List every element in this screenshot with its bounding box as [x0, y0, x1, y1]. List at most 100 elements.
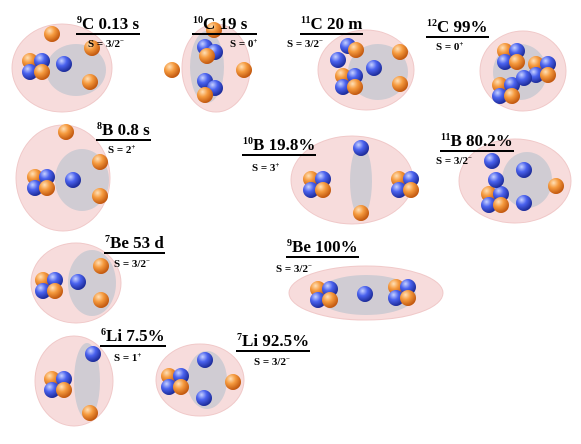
proton-sphere	[27, 169, 43, 185]
spin-label: S = 3/2−	[287, 37, 323, 51]
cluster-core	[350, 145, 372, 217]
spin-label: S = 0+	[436, 40, 464, 54]
proton-sphere	[497, 43, 513, 59]
proton-sphere	[93, 258, 109, 274]
proton-sphere	[82, 74, 98, 90]
neutron-sphere	[39, 169, 55, 185]
proton-sphere	[173, 379, 189, 395]
spin-label: S = 3+	[252, 161, 280, 175]
spin-label: S = 3/2−	[276, 262, 312, 276]
proton-sphere	[47, 283, 63, 299]
neutron-sphere	[481, 197, 497, 213]
label-Li7: 7Li 92.5% S = 3/2−	[236, 331, 311, 369]
proton-sphere	[388, 279, 404, 295]
neutron-sphere	[161, 379, 177, 395]
neutron-sphere	[27, 180, 43, 196]
proton-sphere	[348, 42, 364, 58]
proton-sphere	[392, 76, 408, 92]
proton-sphere	[392, 44, 408, 60]
proton-sphere	[335, 68, 351, 84]
proton-sphere	[161, 368, 177, 384]
proton-sphere	[92, 188, 108, 204]
proton-sphere	[310, 281, 326, 297]
neutron-sphere	[35, 283, 51, 299]
neutron-sphere	[330, 52, 346, 68]
proton-sphere	[197, 87, 213, 103]
proton-sphere	[58, 124, 74, 140]
proton-sphere	[82, 405, 98, 421]
neutron-sphere	[528, 67, 544, 83]
label-B11: 11B 80.2% S = 3/2−	[436, 131, 514, 167]
neutron-sphere	[322, 281, 338, 297]
label-B10: 10B 19.8% S = 3+	[242, 135, 317, 175]
isotope-name: 7Li 92.5%	[236, 331, 311, 352]
neutron-sphere	[493, 186, 509, 202]
proton-sphere	[35, 272, 51, 288]
neutron-sphere	[516, 162, 532, 178]
neutron-sphere	[22, 64, 38, 80]
isotope-name: 12C 99%	[426, 17, 489, 38]
proton-sphere	[509, 54, 525, 70]
neutron-sphere	[403, 171, 419, 187]
proton-sphere	[481, 186, 497, 202]
proton-sphere	[403, 182, 419, 198]
neutron-sphere	[47, 272, 63, 288]
proton-sphere	[492, 77, 508, 93]
isotope-name: 6Li 7.5%	[100, 326, 166, 347]
proton-sphere	[391, 171, 407, 187]
neutron-sphere	[56, 56, 72, 72]
neutron-sphere	[516, 70, 532, 86]
neutron-sphere	[497, 54, 513, 70]
isotope-name: 11B 80.2%	[440, 131, 514, 152]
neutron-sphere	[196, 390, 212, 406]
isotope-name: 7Be 53 d	[104, 233, 165, 254]
proton-sphere	[528, 56, 544, 72]
neutron-sphere	[540, 56, 556, 72]
neutron-sphere	[197, 352, 213, 368]
proton-sphere	[44, 26, 60, 42]
isotope-name: 11C 20 m	[300, 14, 364, 35]
neutron-sphere	[353, 140, 369, 156]
spin-label: S = 3/2−	[88, 37, 124, 51]
spin-label: S = 3/2−	[114, 257, 150, 271]
neutron-sphere	[391, 182, 407, 198]
isotope-name: 9Be 100%	[286, 237, 359, 258]
neutron-sphere	[85, 346, 101, 362]
proton-sphere	[164, 62, 180, 78]
neutron-sphere	[303, 182, 319, 198]
proton-sphere	[39, 180, 55, 196]
proton-sphere	[303, 171, 319, 187]
label-C11: 11C 20 m S = 3/2−	[287, 14, 364, 50]
label-Be9: 9Be 100% S = 3/2−	[276, 237, 359, 275]
isotope-name: 8B 0.8 s	[96, 120, 151, 141]
neutron-sphere	[70, 274, 86, 290]
neutron-sphere	[492, 88, 508, 104]
neutron-sphere	[173, 368, 189, 384]
neutron-sphere	[56, 371, 72, 387]
neutron-sphere	[34, 53, 50, 69]
proton-sphere	[92, 154, 108, 170]
isotope-name: 10C 19 s	[192, 14, 258, 35]
proton-sphere	[347, 79, 363, 95]
proton-sphere	[44, 371, 60, 387]
neutron-sphere	[504, 77, 520, 93]
spin-label: S = 0+	[230, 37, 258, 51]
neutron-sphere	[310, 292, 326, 308]
proton-sphere	[56, 382, 72, 398]
neutron-sphere	[400, 279, 416, 295]
neutron-sphere	[366, 60, 382, 76]
proton-sphere	[504, 88, 520, 104]
spin-label: S = 1+	[114, 351, 142, 365]
proton-sphere	[322, 292, 338, 308]
isotope-name: 9C 0.13 s	[76, 14, 141, 35]
label-Li6: 6Li 7.5% S = 1+	[100, 326, 166, 364]
proton-sphere	[540, 67, 556, 83]
neutron-sphere	[488, 172, 504, 188]
proton-sphere	[84, 40, 100, 56]
spin-label: S = 3/2−	[436, 154, 472, 168]
spin-label: S = 3/2−	[254, 355, 290, 369]
spin-label: S = 2+	[108, 143, 136, 157]
neutron-sphere	[509, 43, 525, 59]
cluster-core	[74, 343, 100, 419]
proton-sphere	[548, 178, 564, 194]
